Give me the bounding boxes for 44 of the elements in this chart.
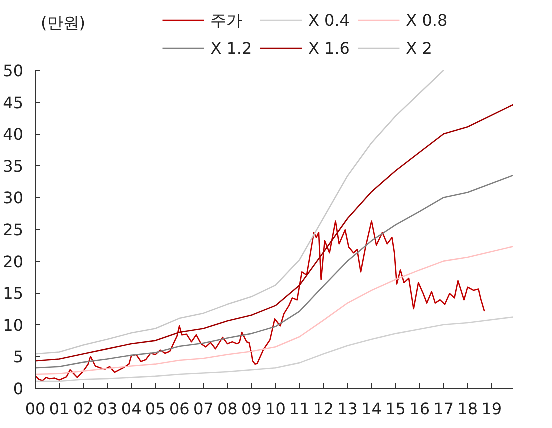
y-tick-label: 45 xyxy=(3,93,24,112)
x-tick-label: 02 xyxy=(73,400,94,418)
x-tick-label: 00 xyxy=(25,400,46,418)
y-tick-label: 20 xyxy=(3,252,24,272)
x-tick-label: 01 xyxy=(49,400,70,418)
legend-label: X 0.8 xyxy=(406,11,448,30)
y-tick-label: 5 xyxy=(13,348,24,367)
x-tick-label: 09 xyxy=(242,400,262,418)
x-tick-label: 15 xyxy=(386,400,406,418)
x-tick-label: 07 xyxy=(193,400,214,418)
x-tick-label: 17 xyxy=(434,400,454,418)
legend-label: X 2 xyxy=(406,39,432,58)
line-series xyxy=(36,70,444,355)
legend-label: 주가 xyxy=(210,11,243,30)
y-tick-label: 15 xyxy=(3,284,24,304)
x-tick-label: 12 xyxy=(314,400,334,418)
x-tick-label: 10 xyxy=(266,400,286,418)
legend-label: X 1.2 xyxy=(210,39,252,58)
y-tick-label: 50 xyxy=(3,62,24,80)
x-tick-label: 05 xyxy=(145,400,166,418)
y-tick-label: 25 xyxy=(3,220,24,240)
x-tick-label: 19 xyxy=(482,400,502,418)
x-tick-label: 06 xyxy=(169,400,190,418)
x-tick-label: 04 xyxy=(121,400,142,418)
y-tick-label: 0 xyxy=(13,380,24,398)
x-tick-label: 14 xyxy=(362,400,382,418)
line-series xyxy=(36,316,514,382)
x-tick-label: 08 xyxy=(217,400,238,418)
legend-label: X 1.6 xyxy=(308,39,350,58)
x-tick-label: 18 xyxy=(458,400,478,418)
line-series xyxy=(36,220,486,382)
y-tick-label: 30 xyxy=(3,188,24,208)
x-tick-label: 03 xyxy=(97,400,118,418)
legend-label: X 0.4 xyxy=(308,11,350,30)
y-tick-label: 40 xyxy=(3,125,24,144)
x-tick-label: 16 xyxy=(410,400,430,418)
line-series xyxy=(36,246,514,376)
x-tick-label: 13 xyxy=(338,400,358,418)
y-tick-label: 35 xyxy=(3,156,24,176)
y-axis-title: (만원) xyxy=(41,14,86,32)
y-tick-label: 10 xyxy=(3,316,24,335)
line-series xyxy=(36,104,514,362)
line-series xyxy=(36,174,514,369)
x-tick-label: 11 xyxy=(290,400,310,418)
